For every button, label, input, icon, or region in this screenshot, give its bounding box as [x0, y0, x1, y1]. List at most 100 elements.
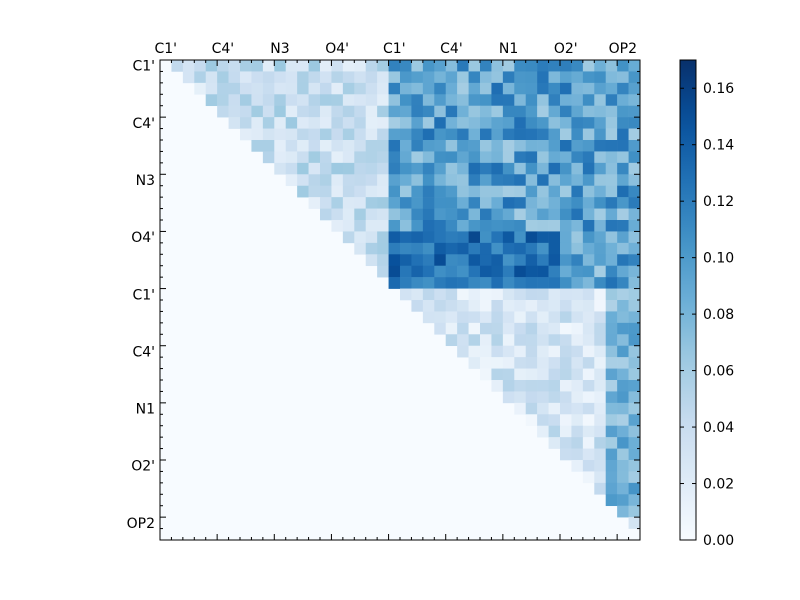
heatmap-cell	[628, 517, 641, 529]
y-tick-label: C4'	[132, 344, 155, 360]
heatmap-cell	[582, 254, 595, 267]
heatmap-cell	[411, 82, 424, 95]
heatmap-cell	[331, 82, 344, 95]
heatmap-cell	[560, 334, 572, 347]
heatmap-cell	[514, 380, 527, 392]
heatmap-cell	[491, 94, 504, 107]
heatmap-cell	[308, 162, 321, 175]
heatmap-cell	[377, 105, 389, 118]
heatmap-cell	[480, 208, 492, 221]
heatmap-cell	[582, 357, 595, 369]
heatmap-cell	[594, 277, 607, 289]
heatmap-cell	[445, 242, 458, 255]
heatmap-cell	[388, 197, 401, 209]
heatmap-cell	[457, 151, 469, 164]
heatmap-cell	[514, 140, 527, 152]
heatmap-cell	[308, 105, 321, 118]
heatmap-cell	[434, 82, 447, 95]
heatmap-cell	[365, 208, 378, 221]
y-tick-label: O2'	[131, 459, 155, 475]
heatmap-cell	[468, 117, 481, 129]
heatmap-cell	[605, 254, 618, 267]
heatmap-cell	[525, 288, 538, 301]
heatmap-cell	[605, 414, 618, 427]
heatmap-cell	[617, 254, 629, 267]
heatmap-cell	[514, 345, 527, 358]
heatmap-cell	[411, 288, 424, 301]
heatmap-cell	[617, 311, 629, 324]
heatmap-cell	[582, 300, 595, 312]
heatmap-cell	[422, 208, 435, 221]
heatmap-cell	[400, 174, 412, 187]
heatmap-cell	[617, 471, 629, 484]
heatmap-cell	[594, 94, 607, 107]
heatmap-cell	[457, 197, 469, 209]
heatmap-cell	[617, 494, 629, 507]
heatmap-cell	[571, 254, 584, 267]
heatmap-cell	[411, 242, 424, 255]
heatmap-cell	[582, 368, 595, 381]
heatmap-cell	[342, 151, 355, 164]
heatmap-cell	[617, 288, 629, 301]
heatmap-cell	[594, 242, 607, 255]
heatmap-cell	[548, 414, 561, 427]
heatmap-cell	[514, 242, 527, 255]
heatmap-cell	[445, 71, 458, 84]
heatmap-cell	[560, 94, 572, 107]
heatmap-cell	[617, 334, 629, 347]
heatmap-cell	[582, 414, 595, 427]
heatmap-cell	[571, 162, 584, 175]
heatmap-cell	[605, 494, 618, 507]
colorbar-tick-label: 0.14	[703, 138, 734, 154]
heatmap-cell	[274, 71, 287, 84]
heatmap-cell	[514, 185, 527, 198]
x-tick-label: OP2	[609, 41, 637, 57]
heatmap-cell	[491, 231, 504, 244]
heatmap-cell	[400, 197, 412, 209]
heatmap-cell	[297, 128, 309, 141]
heatmap-cell	[537, 231, 549, 244]
heatmap-cell	[571, 105, 584, 118]
heatmap-cell	[480, 174, 492, 187]
heatmap-cell	[571, 82, 584, 95]
heatmap-cell	[502, 300, 515, 312]
heatmap-cell	[617, 345, 629, 358]
heatmap-cell	[457, 71, 469, 84]
heatmap-cell	[617, 162, 629, 175]
heatmap-cell	[251, 117, 264, 129]
heatmap-cell	[617, 71, 629, 84]
heatmap-cell	[377, 162, 389, 175]
heatmap-cell	[582, 288, 595, 301]
heatmap-cell	[617, 414, 629, 427]
heatmap-cell	[582, 402, 595, 415]
heatmap-cell	[502, 254, 515, 267]
heatmap-cell	[434, 71, 447, 84]
heatmap-cell	[525, 185, 538, 198]
heatmap-cell	[571, 117, 584, 129]
heatmap-cell	[468, 60, 481, 72]
colorbar-tick-label: 0.00	[703, 533, 734, 549]
heatmap-cell	[491, 71, 504, 84]
heatmap-cell	[514, 105, 527, 118]
heatmap-cell	[560, 277, 572, 289]
heatmap-cell	[480, 185, 492, 198]
heatmap-cell	[434, 162, 447, 175]
heatmap-cell	[434, 300, 447, 312]
heatmap-cell	[617, 220, 629, 232]
heatmap-cell	[297, 140, 309, 152]
heatmap-cell	[491, 174, 504, 187]
heatmap-cell	[617, 460, 629, 472]
heatmap-cell	[354, 94, 367, 107]
heatmap-cell	[422, 288, 435, 301]
heatmap-cell	[354, 105, 367, 118]
heatmap-cell	[308, 140, 321, 152]
heatmap-cell	[377, 242, 389, 255]
heatmap-cell	[377, 197, 389, 209]
heatmap-cell	[480, 105, 492, 118]
heatmap-cell	[331, 208, 344, 221]
heatmap-cell	[560, 128, 572, 141]
heatmap-cell	[434, 311, 447, 324]
heatmap-cell	[297, 71, 309, 84]
heatmap-cell	[480, 151, 492, 164]
heatmap-cell	[582, 174, 595, 187]
